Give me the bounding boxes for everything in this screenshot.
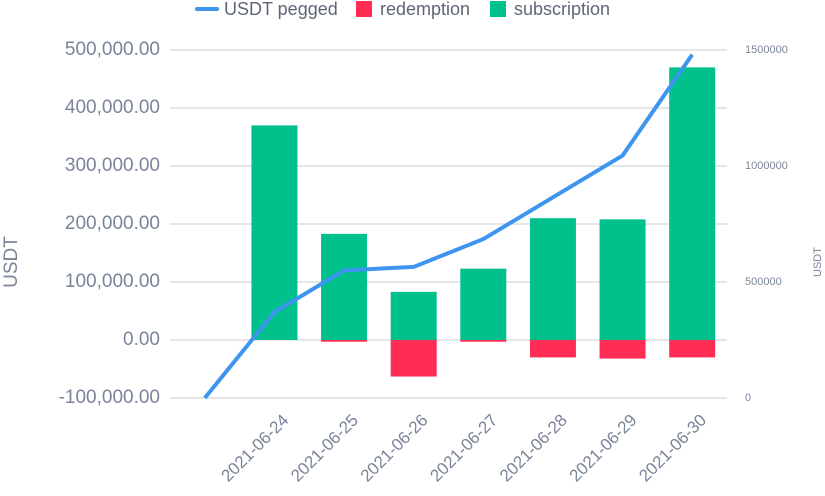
bar: [669, 67, 716, 341]
y2-axis-title: USDT: [812, 247, 824, 277]
y-tick-label: 0.00: [123, 329, 160, 350]
bar: [669, 340, 716, 358]
bar: [599, 219, 646, 340]
legend-label: redemption: [380, 0, 470, 19]
x-tick-label: 2021-06-29: [566, 411, 641, 486]
bar: [460, 268, 507, 340]
bar: [321, 340, 368, 342]
bar: [599, 340, 646, 359]
bar: [460, 340, 507, 342]
bar: [390, 291, 437, 340]
y-tick-label: 400,000.00: [65, 97, 160, 118]
legend-label: subscription: [514, 0, 610, 19]
legend-swatch: [356, 1, 372, 17]
y2-tick-label: 500000: [745, 276, 782, 288]
bar: [529, 218, 576, 340]
y-tick-label: -100,000.00: [59, 387, 160, 408]
y2-tick-label: 1000000: [745, 160, 788, 172]
x-tick-label: 2021-06-26: [357, 411, 432, 486]
x-tick-label: 2021-06-27: [426, 411, 501, 486]
bar: [529, 340, 576, 358]
bar: [251, 125, 298, 341]
y-tick-label: 300,000.00: [65, 155, 160, 176]
line: [203, 53, 694, 400]
x-tick-label: 2021-06-30: [635, 411, 710, 486]
x-tick-label: 2021-06-28: [496, 411, 571, 486]
y-axis-title: USDT: [1, 236, 22, 288]
legend-label: USDT pegged: [224, 0, 338, 19]
y-tick-label: 100,000.00: [65, 271, 160, 292]
y-tick-label: 500,000.00: [65, 39, 160, 60]
x-tick-label: 2021-06-24: [218, 411, 293, 486]
legend-swatch: [490, 1, 506, 17]
bar: [321, 233, 368, 340]
y-tick-label: 200,000.00: [65, 213, 160, 234]
y2-tick-label: 0: [745, 392, 751, 404]
x-tick-label: 2021-06-25: [287, 411, 362, 486]
bar: [390, 340, 437, 377]
y2-tick-label: 1500000: [745, 44, 788, 56]
